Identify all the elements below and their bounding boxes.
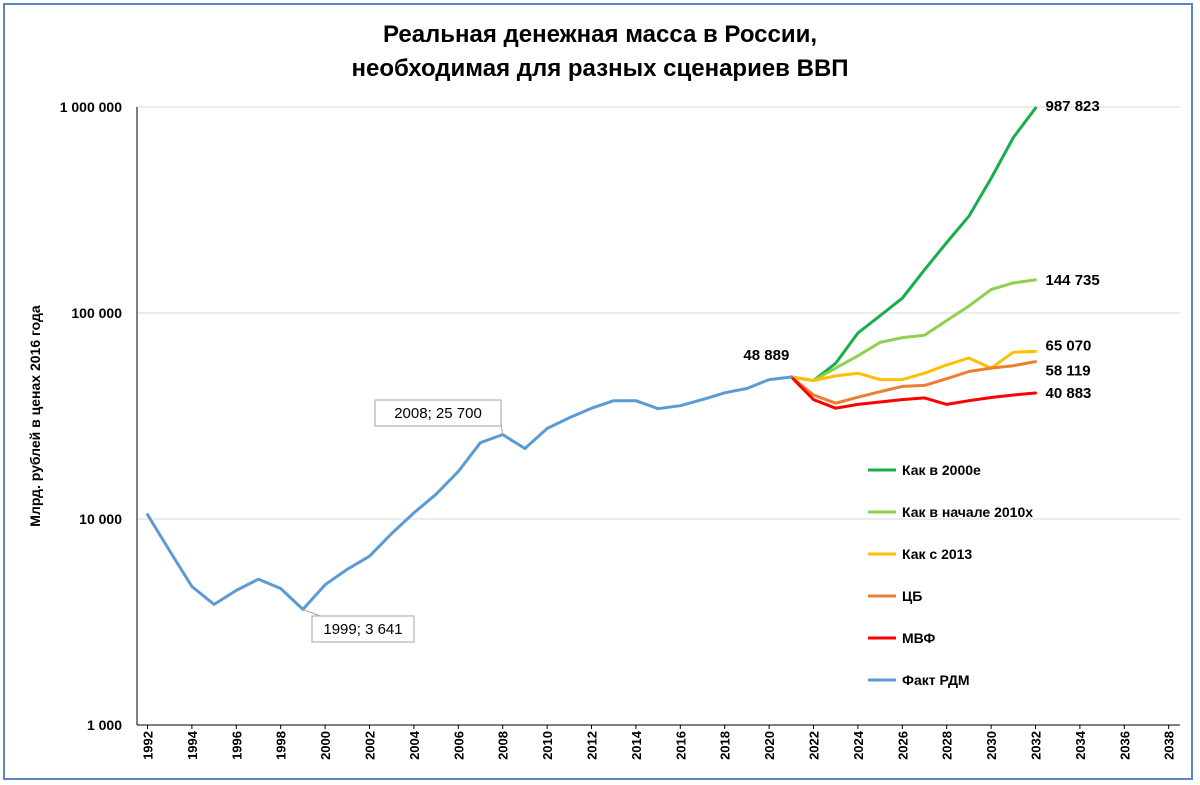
chart-frame bbox=[3, 3, 1193, 780]
callout-leader bbox=[302, 608, 321, 617]
legend-label: МВФ bbox=[902, 630, 935, 646]
series-line bbox=[789, 278, 1037, 382]
x-tick-label: 2012 bbox=[585, 731, 600, 760]
x-tick-label: 2018 bbox=[718, 731, 733, 760]
legend: Как в 2000е Как в начале 2010х Как с 2013 Ц… bbox=[868, 462, 1033, 688]
x-tick-label: 2002 bbox=[363, 731, 378, 760]
series-line bbox=[789, 360, 1037, 405]
series-end-label: 987 823 bbox=[1046, 98, 1100, 115]
series-lines bbox=[146, 106, 1037, 611]
series-line bbox=[789, 106, 1037, 382]
x-tick-label: 2004 bbox=[407, 730, 422, 760]
x-tick-label: 2026 bbox=[895, 731, 910, 760]
x-tick-label: 2030 bbox=[984, 731, 999, 760]
series-end-label: 65 070 bbox=[1046, 337, 1092, 354]
x-tick-label: 2024 bbox=[851, 730, 866, 760]
series-end-label: 58 119 bbox=[1046, 363, 1091, 380]
x-tick-label: 2000 bbox=[318, 731, 333, 760]
x-tick-label: 2034 bbox=[1073, 730, 1088, 760]
y-tick-label: 100 000 bbox=[71, 305, 122, 321]
series-line bbox=[789, 375, 1037, 410]
series-end-label: 40 883 bbox=[1046, 385, 1092, 402]
chart-title-line1: Реальная денежная масса в России, bbox=[383, 21, 817, 48]
x-tick-label: 2032 bbox=[1029, 731, 1044, 760]
y-tick-label: 1 000 bbox=[87, 717, 122, 733]
legend-label: Факт РДМ bbox=[902, 672, 970, 688]
legend-label: Как с 2013 bbox=[902, 546, 972, 562]
data-labels: 987 823 144 735 65 070 58 119 40 883 2008; 25… bbox=[302, 98, 1100, 643]
x-tick-label: 1996 bbox=[229, 731, 244, 760]
grid-lines bbox=[137, 106, 1180, 726]
x-tick-label: 2008 bbox=[496, 731, 511, 760]
legend-label: ЦБ bbox=[902, 588, 922, 604]
x-tick-label: 2036 bbox=[1117, 731, 1132, 760]
x-tick-label: 2020 bbox=[762, 731, 777, 760]
series-line bbox=[789, 349, 1037, 382]
x-tick-label: 2010 bbox=[540, 731, 555, 760]
series-line bbox=[146, 375, 793, 611]
callout-box bbox=[374, 399, 502, 427]
x-tick-label: 2006 bbox=[451, 731, 466, 760]
x-tick-label: 1994 bbox=[185, 730, 200, 760]
x-tick-label: 1992 bbox=[141, 731, 156, 760]
series-end-label: 144 735 bbox=[1046, 272, 1100, 289]
x-tick-label: 2022 bbox=[807, 731, 822, 760]
callout-text: 1999; 3 641 bbox=[323, 621, 402, 638]
x-tick-label: 2014 bbox=[629, 730, 644, 760]
legend-label: Как в 2000е bbox=[902, 462, 981, 478]
callout-box bbox=[311, 615, 415, 643]
x-tick-label: 2038 bbox=[1162, 731, 1177, 760]
axes: 1 000 10 000 100 000 1 000 000 1992 1994 1996 1… bbox=[60, 99, 1180, 760]
chart-title-line2: необходимая для разных сценариев ВВП bbox=[351, 55, 848, 82]
legend-label: Как в начале 2010х bbox=[902, 504, 1033, 520]
x-tick-label: 2028 bbox=[940, 731, 955, 760]
y-tick-label: 1 000 000 bbox=[60, 99, 122, 115]
x-tick-label: 2016 bbox=[673, 731, 688, 760]
callout-text: 2008; 25 700 bbox=[394, 405, 482, 422]
y-tick-label: 10 000 bbox=[79, 511, 122, 527]
data-label-2021: 48 889 bbox=[743, 347, 789, 364]
y-axis-label: Млрд. рублей в ценах 2016 года bbox=[27, 305, 43, 527]
x-tick-label: 1998 bbox=[274, 731, 289, 760]
